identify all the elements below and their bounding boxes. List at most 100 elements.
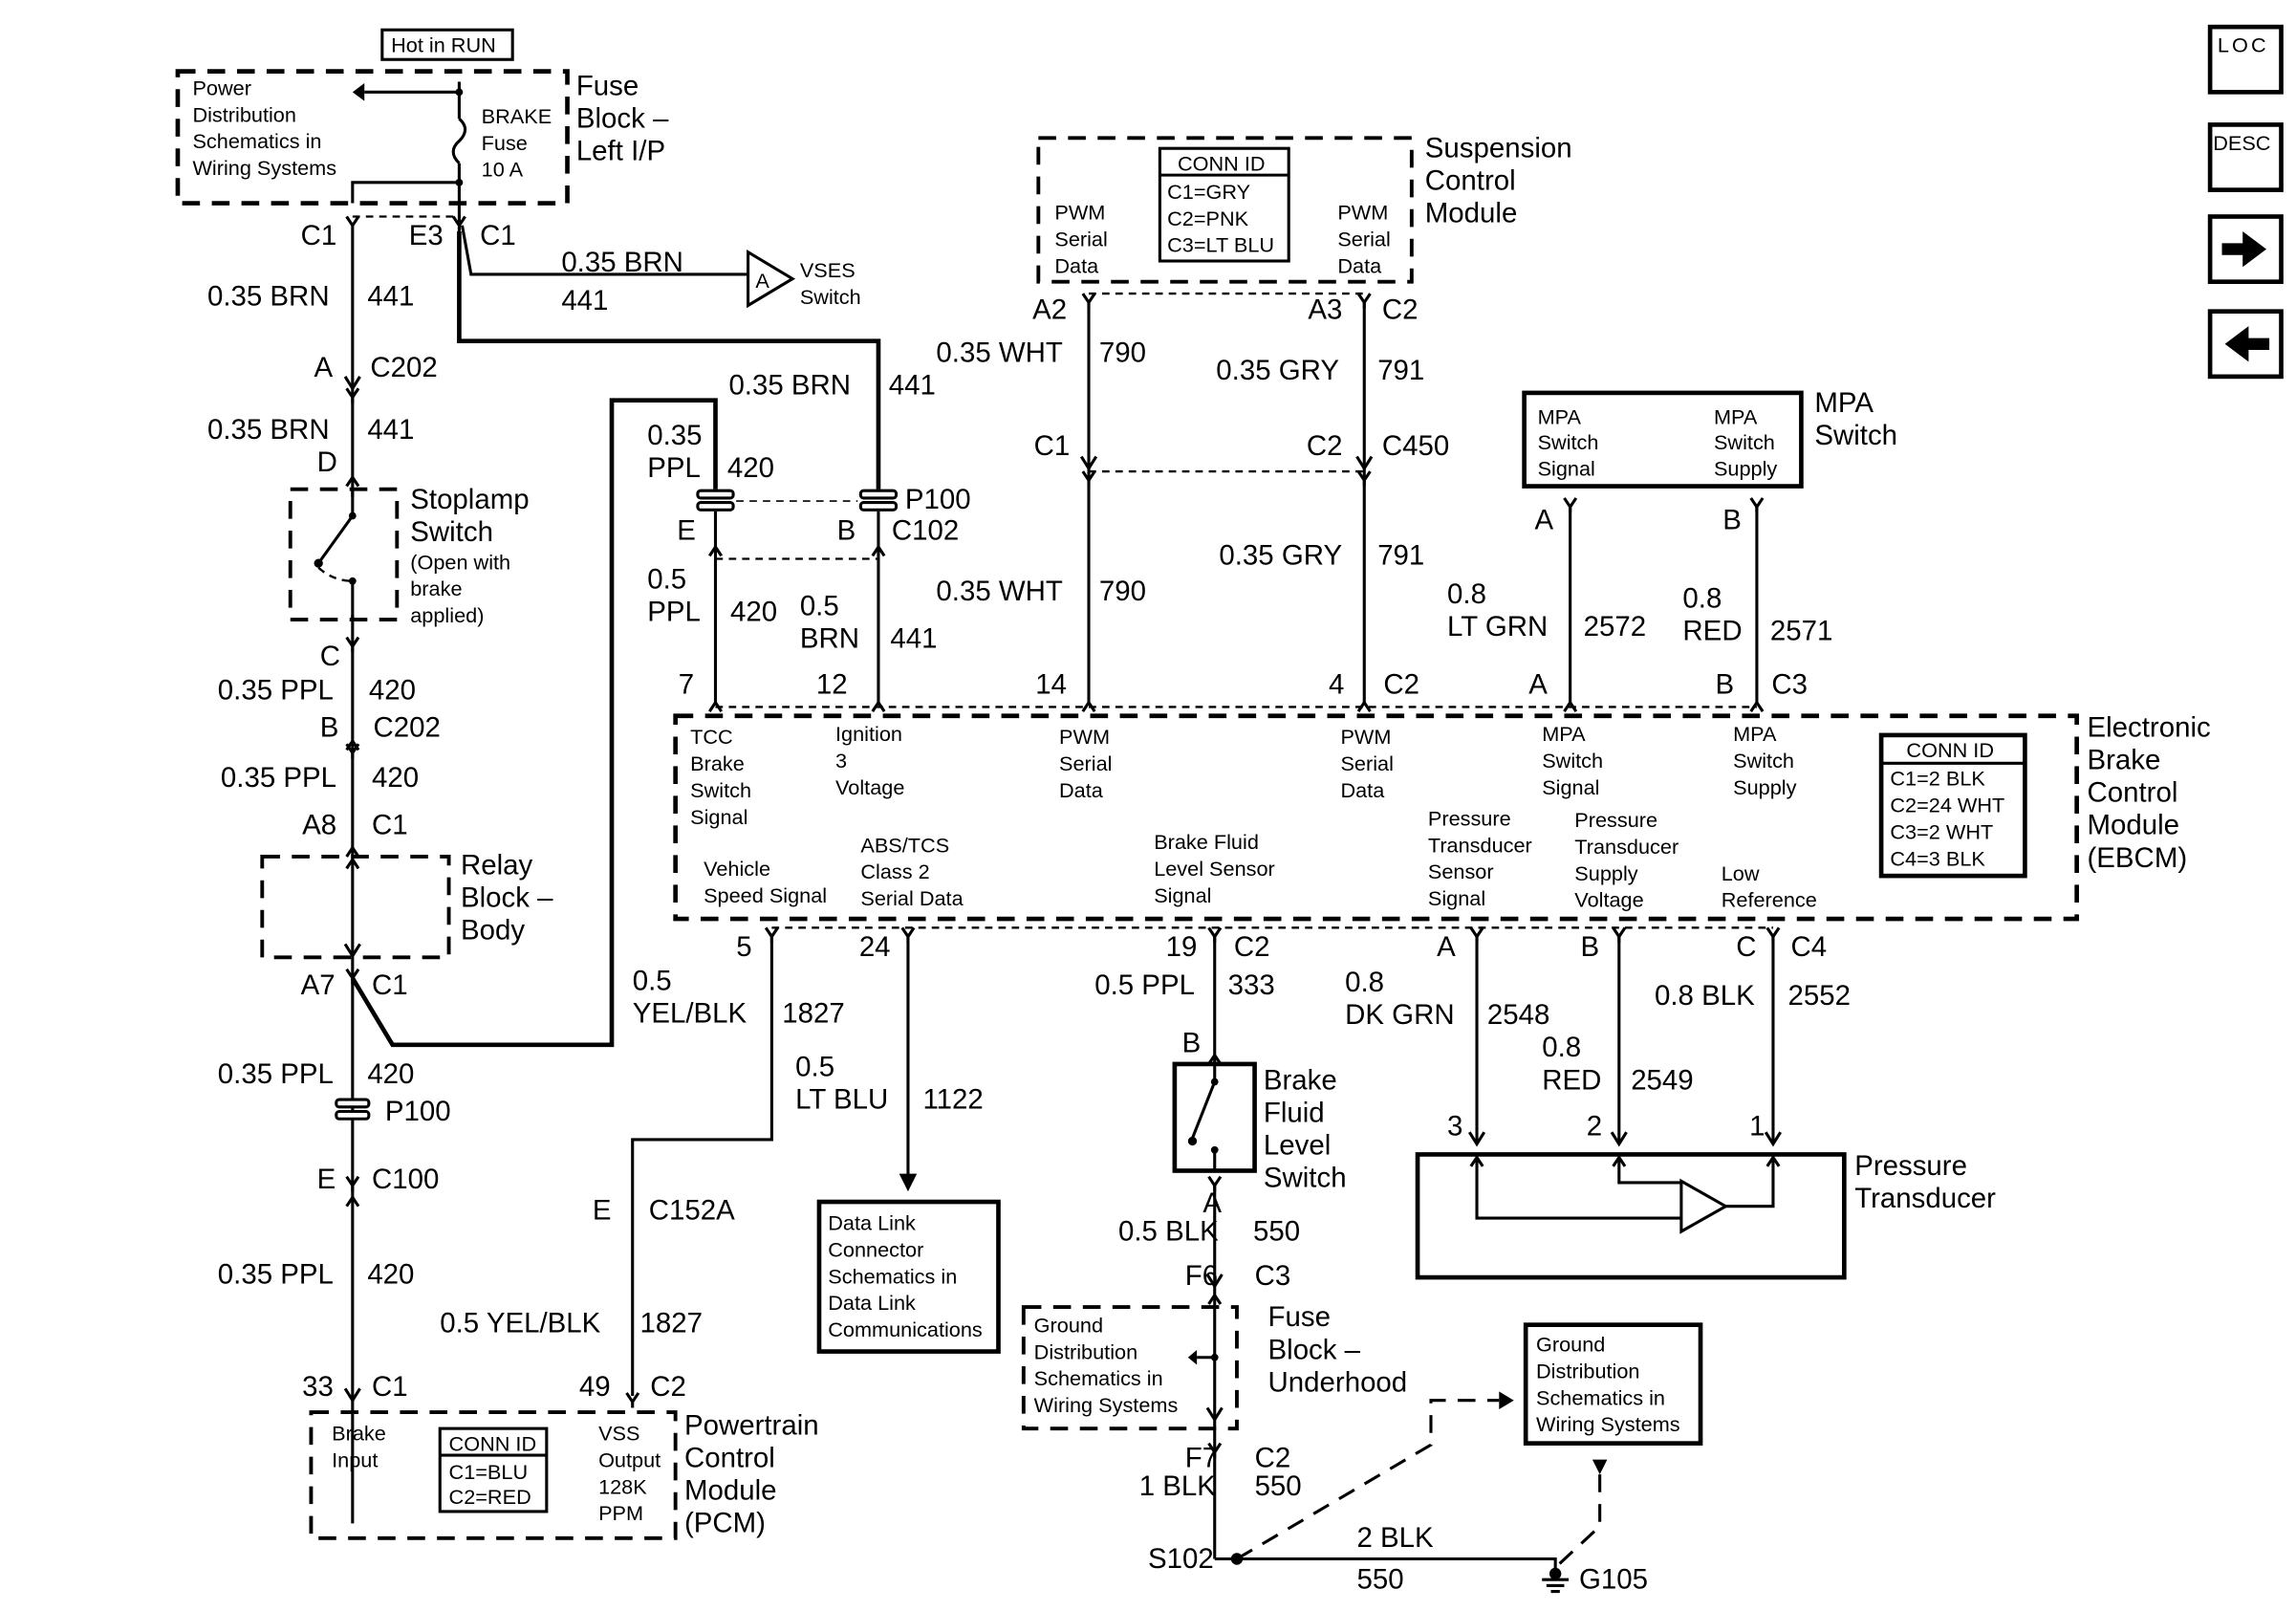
- gd-text: Schematics in: [1034, 1366, 1163, 1390]
- gd-text: Wiring Systems: [1536, 1412, 1680, 1436]
- pin-desc: MPA: [1714, 404, 1758, 428]
- switch-icon: [1191, 1063, 1217, 1171]
- connector-label: C152A: [649, 1195, 735, 1227]
- pin-desc: PWM: [1340, 725, 1391, 749]
- connector-label: C2: [1255, 1442, 1291, 1473]
- prev-page-button[interactable]: [2207, 309, 2284, 380]
- connector-label: C202: [374, 711, 441, 743]
- pin-label: 1: [1749, 1110, 1765, 1142]
- pin-desc: Switch: [690, 778, 751, 802]
- data-link-connector-ref[interactable]: Data Link Connector Schematics in Data L…: [816, 1199, 1001, 1354]
- circuit-number: 333: [1228, 969, 1275, 1001]
- pcm-title: Module: [684, 1475, 777, 1507]
- conn-id: C2=24 WHT: [1890, 793, 2004, 816]
- connector-label: C1: [480, 220, 516, 251]
- wire-color: 0.35: [647, 420, 702, 451]
- wire-color: 0.35 BRN: [561, 247, 683, 278]
- pin-desc: Ignition: [835, 722, 902, 746]
- fuse-block-title: Fuse: [576, 70, 639, 101]
- connector-label: C2: [1234, 931, 1270, 963]
- wire-color: 0.35 GRY: [1216, 355, 1339, 386]
- pin-desc: Signal: [1542, 775, 1599, 799]
- conn-id: C4=3 BLK: [1890, 846, 1985, 870]
- wire-color: 0.35 WHT: [936, 576, 1063, 607]
- pd-text: Power: [192, 76, 250, 99]
- pin-label: 19: [1166, 931, 1198, 963]
- gd-text: Distribution: [1034, 1339, 1137, 1363]
- pin-label: B: [320, 711, 339, 743]
- gd-text: Schematics in: [1536, 1385, 1665, 1409]
- conn-id: C2=PNK: [1167, 207, 1249, 230]
- wire-color: 0.35 BRN: [207, 280, 330, 312]
- pcm: Brake Input CONN ID C1=BLU C2=RED VSS Ou…: [309, 933, 819, 1540]
- pin-desc: Switch: [1538, 430, 1599, 454]
- wire-color: 0.35 PPL: [218, 1258, 334, 1290]
- pin-label: E: [677, 514, 696, 546]
- wire-color: 0.8 BLK: [1655, 980, 1755, 1012]
- pin-desc: Signal: [1538, 457, 1595, 481]
- vses-label: VSES: [800, 258, 856, 282]
- ground-distribution-ref[interactable]: Ground Distribution Schematics in Wiring…: [1523, 1322, 1703, 1446]
- pcm-pin-label: Brake: [332, 1422, 386, 1446]
- pin-desc: TCC: [690, 725, 733, 749]
- pin-label: A: [1528, 668, 1548, 700]
- pin-desc: Pressure: [1428, 806, 1511, 830]
- pin-label: C: [320, 641, 340, 672]
- fuse-block-left-ip: Hot in RUN Power Distribution Schematics…: [175, 28, 669, 251]
- pin-desc: Level Sensor: [1154, 857, 1275, 881]
- dlc-text: Connector: [828, 1237, 923, 1261]
- switch-title: Fluid: [1264, 1097, 1325, 1128]
- conn-id: C3=2 WHT: [1890, 819, 1993, 843]
- circuit-number: 2548: [1487, 999, 1550, 1031]
- arrow-left-icon: [2224, 326, 2270, 362]
- connector-label: C100: [372, 1164, 439, 1195]
- relay-title: Block –: [461, 882, 553, 914]
- gd-text: Ground: [1034, 1313, 1103, 1337]
- pin-label: F6: [1185, 1260, 1218, 1292]
- pin-desc: Switch: [1714, 430, 1775, 454]
- circuit-number: 2549: [1631, 1064, 1694, 1096]
- wire-color: 0.5: [633, 965, 672, 996]
- fuse-block-title: Left I/P: [576, 136, 665, 167]
- pin-desc: PWM: [1337, 201, 1388, 225]
- conn-id: C1=BLU: [449, 1460, 529, 1484]
- circuit-number: 441: [890, 622, 937, 654]
- pin-label: 49: [579, 1371, 611, 1403]
- next-page-button[interactable]: [2207, 214, 2284, 285]
- circuit-number: 2552: [1787, 980, 1850, 1012]
- connector-label: C1: [372, 810, 408, 841]
- location-button[interactable]: LOC: [2207, 24, 2284, 95]
- conn-id: CONN ID: [449, 1431, 537, 1455]
- pin-desc: Signal: [690, 805, 747, 829]
- circuit-number: 420: [730, 597, 777, 628]
- connector-label: C1: [301, 220, 337, 251]
- pin-desc: Class 2: [860, 860, 929, 883]
- wire-color: PPL: [647, 597, 701, 628]
- desc-label: DESC: [2213, 131, 2270, 155]
- description-button[interactable]: DESC: [2207, 122, 2284, 192]
- pin-desc: Brake Fluid: [1154, 830, 1259, 854]
- connector-label: C2: [1307, 430, 1343, 462]
- loc-label: LOC: [2218, 33, 2269, 56]
- connector-label: C3: [1255, 1260, 1291, 1292]
- splice-label: S102: [1148, 1543, 1214, 1575]
- pin-label: B: [1716, 668, 1735, 700]
- vses-label: Switch: [800, 285, 861, 309]
- wire-color: 1 BLK: [1139, 1470, 1217, 1502]
- pin-desc: Switch: [1542, 749, 1603, 773]
- pin-desc: Data: [1059, 778, 1104, 802]
- circuit-number: 441: [889, 369, 936, 401]
- pin-desc: Voltage: [835, 775, 904, 799]
- pcm-title: (PCM): [684, 1508, 766, 1539]
- pin-label: 12: [816, 668, 848, 700]
- pin-label: A2: [1032, 294, 1067, 325]
- circuit-number: 2572: [1584, 611, 1647, 642]
- pin-desc: Serial: [1054, 227, 1107, 250]
- fuse-block-title: Underhood: [1268, 1366, 1408, 1398]
- pin-desc: Supply: [1574, 861, 1637, 885]
- pin-label: 5: [736, 931, 751, 963]
- pin-label: A: [1437, 931, 1456, 963]
- pin-desc: Data: [1054, 253, 1099, 277]
- connector-label: C1: [372, 1371, 408, 1403]
- ebcm-title: Electronic: [2087, 711, 2210, 743]
